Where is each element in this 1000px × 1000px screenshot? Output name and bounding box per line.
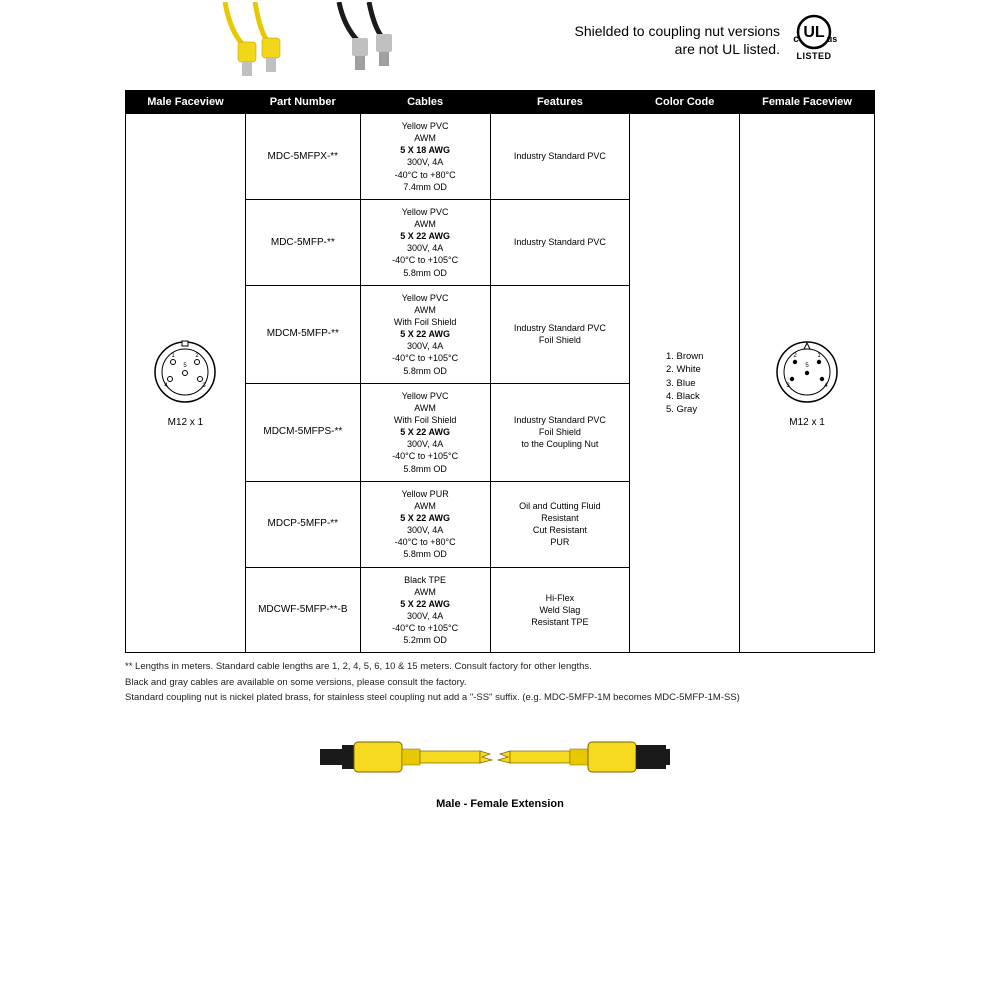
features: Industry Standard PVC Foil Shield: [490, 285, 630, 383]
footnotes: ** Lengths in meters. Standard cable len…: [125, 659, 875, 705]
cable-spec: Yellow PVC AWM 5 X 22 AWG 300V, 4A -40°C…: [360, 199, 490, 285]
footnote-2: Black and gray cables are available on s…: [125, 675, 875, 690]
ul-notice: Shielded to coupling nut versions are no…: [575, 22, 780, 58]
black-cable-icon: [324, 2, 434, 82]
table-row: 1 2 4 3 5 M12 x 1 MDC-5MFPX-** Yellow PV…: [126, 114, 875, 200]
features: Industry Standard PVC: [490, 199, 630, 285]
male-face-label: M12 x 1: [130, 416, 241, 430]
product-images: [210, 2, 434, 82]
extension-figure: Male - Female Extension: [0, 727, 1000, 810]
features: Industry Standard PVC: [490, 114, 630, 200]
male-connector-icon: 1 2 4 3 5: [150, 337, 220, 407]
svg-text:us: us: [827, 34, 838, 44]
footnote-3: Standard coupling nut is nickel plated b…: [125, 690, 875, 705]
svg-text:4: 4: [165, 383, 169, 389]
part-number: MDCM-5MFPS-**: [245, 383, 360, 481]
part-number: MDC-5MFP-**: [245, 199, 360, 285]
th-part-number: Part Number: [245, 91, 360, 114]
th-male-faceview: Male Faceview: [126, 91, 246, 114]
female-connector-icon: 2 1 3 4 5: [772, 337, 842, 407]
notice-line2: are not UL listed.: [575, 40, 780, 58]
ul-listed-mark: UL c us LISTED: [786, 10, 842, 69]
spec-table: Male Faceview Part Number Cables Feature…: [125, 90, 875, 653]
part-number: MDC-5MFPX-**: [245, 114, 360, 200]
features: Industry Standard PVC Foil Shield to the…: [490, 383, 630, 481]
features: Oil and Cutting Fluid Resistant Cut Resi…: [490, 481, 630, 567]
svg-text:LISTED: LISTED: [796, 51, 831, 61]
svg-text:2: 2: [793, 353, 797, 359]
th-color-code: Color Code: [630, 91, 740, 114]
cable-spec: Yellow PVC AWM With Foil Shield 5 X 22 A…: [360, 285, 490, 383]
male-faceview-cell: 1 2 4 3 5 M12 x 1: [126, 114, 246, 653]
header-area: Shielded to coupling nut versions are no…: [0, 0, 1000, 90]
svg-text:UL: UL: [803, 24, 825, 41]
svg-text:c: c: [793, 34, 799, 45]
cable-spec: Yellow PVC AWM 5 X 18 AWG 300V, 4A -40°C…: [360, 114, 490, 200]
svg-text:3: 3: [203, 383, 207, 389]
cable-spec: Yellow PUR AWM 5 X 22 AWG 300V, 4A -40°C…: [360, 481, 490, 567]
table-header-row: Male Faceview Part Number Cables Feature…: [126, 91, 875, 114]
svg-text:5: 5: [805, 363, 809, 369]
svg-text:5: 5: [184, 363, 188, 369]
extension-label: Male - Female Extension: [0, 798, 1000, 810]
part-number: MDCM-5MFP-**: [245, 285, 360, 383]
svg-text:3: 3: [786, 383, 790, 389]
svg-text:4: 4: [824, 383, 828, 389]
th-cables: Cables: [360, 91, 490, 114]
svg-text:1: 1: [172, 353, 176, 359]
th-features: Features: [490, 91, 630, 114]
th-female-faceview: Female Faceview: [740, 91, 875, 114]
part-number: MDCP-5MFP-**: [245, 481, 360, 567]
footnote-1: ** Lengths in meters. Standard cable len…: [125, 659, 875, 674]
notice-line1: Shielded to coupling nut versions: [575, 22, 780, 40]
extension-cable-icon: [300, 727, 700, 787]
features: Hi-Flex Weld Slag Resistant TPE: [490, 567, 630, 653]
cable-spec: Black TPE AWM 5 X 22 AWG 300V, 4A -40°C …: [360, 567, 490, 653]
cable-spec: Yellow PVC AWM With Foil Shield 5 X 22 A…: [360, 383, 490, 481]
female-faceview-cell: 2 1 3 4 5 M12 x 1: [740, 114, 875, 653]
part-number: MDCWF-5MFP-**-B: [245, 567, 360, 653]
yellow-cable-icon: [210, 2, 320, 82]
female-face-label: M12 x 1: [744, 416, 870, 430]
color-code-cell: 1. Brown 2. White 3. Blue 4. Black 5. Gr…: [630, 114, 740, 653]
